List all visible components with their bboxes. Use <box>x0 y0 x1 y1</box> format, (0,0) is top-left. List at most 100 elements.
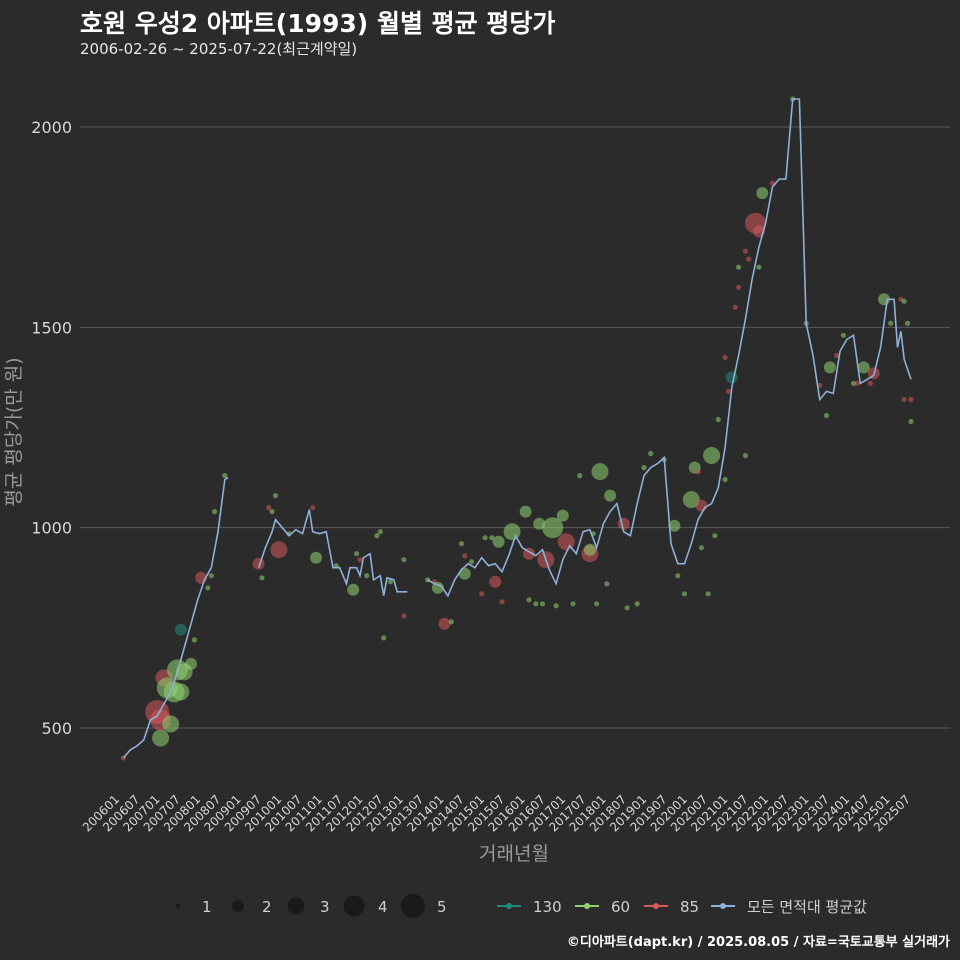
point-85-86 <box>695 469 701 475</box>
point-60-36 <box>387 579 393 585</box>
point-85-100 <box>742 248 749 254</box>
point-85-31 <box>357 557 363 563</box>
point-60-111 <box>823 412 830 419</box>
point-60-78 <box>641 465 647 471</box>
point-85-42 <box>438 617 451 630</box>
point-60-12 <box>185 657 197 670</box>
point-60-105 <box>756 264 762 270</box>
point-85-75 <box>617 517 630 530</box>
point-130-98 <box>725 371 738 384</box>
point-60-29 <box>347 583 360 596</box>
point-85-126 <box>908 396 914 403</box>
point-60-81 <box>668 519 681 532</box>
size-legend-circle-2 <box>232 900 244 912</box>
size-legend-circle-1 <box>175 903 181 909</box>
y-tick-1500: 1500 <box>31 318 72 337</box>
point-60-44 <box>458 541 464 547</box>
point-60-61 <box>539 601 546 607</box>
point-85-51 <box>489 575 502 588</box>
source-footer: ©디아파트(dapt.kr) / 2025.08.05 / 자료=국토교통부 실… <box>566 935 950 950</box>
point-60-2 <box>152 729 170 747</box>
point-60-35 <box>381 635 387 641</box>
x-axis-ticks: 2006012006072007012007072008012008072009… <box>80 792 913 834</box>
point-85-87 <box>695 499 708 512</box>
point-60-20 <box>259 575 265 581</box>
point-60-88 <box>698 545 705 551</box>
y-axis-title: 평균 평당가(만 원) <box>3 357 25 506</box>
point-85-97 <box>736 284 742 290</box>
point-60-47 <box>469 559 475 565</box>
point-60-15 <box>205 585 211 591</box>
y-tick-500: 500 <box>41 719 72 738</box>
point-60-22 <box>272 493 279 499</box>
color-legend-label-3: 모든 면적대 평균값 <box>747 898 867 916</box>
color-legend-dot-0 <box>506 903 512 909</box>
point-85-116 <box>854 380 860 386</box>
chart-subtitle: 2006-02-26 ~ 2025-07-22(최근계약일) <box>80 40 358 58</box>
color-legend-dot-2 <box>653 903 659 909</box>
point-60-76 <box>624 605 630 611</box>
point-60-30 <box>354 551 360 557</box>
point-60-50 <box>489 535 495 541</box>
size-legend-circle-3 <box>287 897 305 915</box>
point-60-64 <box>556 509 569 522</box>
point-60-43 <box>448 619 454 625</box>
point-85-53 <box>499 599 505 605</box>
point-60-82 <box>675 573 681 579</box>
point-60-127 <box>908 418 914 425</box>
point-60-73 <box>604 581 610 587</box>
point-60-57 <box>526 597 532 603</box>
point-60-99 <box>736 264 742 270</box>
point-60-34 <box>377 529 383 535</box>
point-60-83 <box>681 591 688 597</box>
point-85-118 <box>867 380 874 386</box>
point-60-6 <box>162 715 180 733</box>
point-60-18 <box>222 473 228 479</box>
point-60-52 <box>492 535 505 548</box>
y-axis-ticks: 500 1000 1500 2000 <box>31 118 72 738</box>
point-60-59 <box>533 517 546 530</box>
y-tick-2000: 2000 <box>31 118 72 137</box>
point-60-38 <box>401 557 407 563</box>
point-60-101 <box>742 452 749 459</box>
point-60-92 <box>715 416 721 423</box>
point-130-11 <box>174 623 187 636</box>
color-legend-label-2: 85 <box>680 898 699 916</box>
point-60-54 <box>503 523 521 541</box>
point-60-74 <box>604 489 617 502</box>
size-legend: 1 2 3 4 5 <box>175 894 447 918</box>
average-price-line <box>122 98 912 759</box>
color-legend: 130 60 85 모든 면적대 평균값 <box>497 898 867 916</box>
size-legend-label-1: 1 <box>202 898 212 916</box>
point-60-125 <box>905 320 911 326</box>
point-60-13 <box>191 637 197 643</box>
color-legend-label-0: 130 <box>533 898 562 916</box>
color-legend-dot-3 <box>720 903 726 909</box>
point-60-77 <box>634 601 640 607</box>
point-60-17 <box>212 509 218 515</box>
scatter-points <box>120 96 914 761</box>
point-85-26 <box>310 505 316 511</box>
point-85-96 <box>732 304 738 310</box>
size-legend-circle-5 <box>401 894 425 918</box>
color-legend-dot-1 <box>584 903 590 909</box>
point-85-21 <box>266 505 272 511</box>
grid-lines <box>80 126 950 729</box>
point-60-94 <box>722 477 728 483</box>
point-60-114 <box>840 332 847 338</box>
y-tick-1000: 1000 <box>31 519 72 538</box>
point-60-41 <box>431 581 444 594</box>
point-60-49 <box>482 535 488 541</box>
point-85-102 <box>746 256 752 262</box>
size-legend-circle-4 <box>343 895 365 917</box>
point-60-55 <box>519 505 532 518</box>
point-60-69 <box>583 543 596 556</box>
point-60-123 <box>901 298 907 304</box>
x-axis-title: 거래년월 <box>479 843 549 865</box>
point-60-9 <box>172 683 190 701</box>
point-60-27 <box>310 551 323 564</box>
point-60-46 <box>458 567 471 580</box>
point-60-66 <box>570 601 576 607</box>
point-60-16 <box>208 573 214 579</box>
